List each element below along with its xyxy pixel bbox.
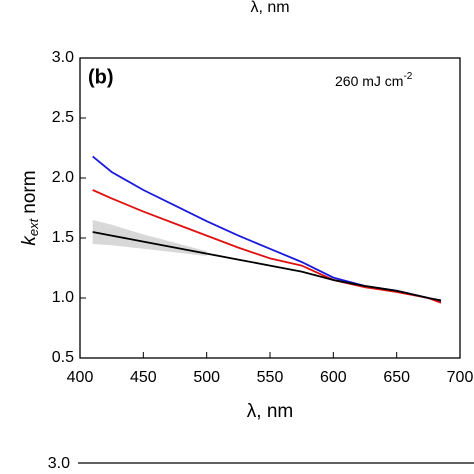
y-label-sub: ext [26,217,41,236]
x-axis-label: λ, nm [247,401,293,422]
y-tick-label: 3.0 [52,49,74,66]
annotation: 260 mJ cm-2 [335,71,413,89]
x-tick-label: 650 [383,369,410,386]
x-tick-label: 550 [257,369,284,386]
next-y-tick: 3.0 [48,455,70,472]
y-label-rest: norm [19,170,40,213]
line [92,155,442,303]
y-tick-label: 2.0 [52,169,74,186]
y-label-main: k [19,235,40,246]
annotation-text: 260 mJ cm [335,73,403,89]
band [92,220,207,256]
y-tick-label: 2.5 [52,109,74,126]
y-tick-label: 1.0 [52,289,74,306]
line [92,231,442,302]
y-tick-label: 1.5 [52,229,74,246]
annotation-sup: -2 [403,71,412,82]
x-tick-label: 450 [130,369,157,386]
x-tick-label: 600 [320,369,347,386]
line [92,189,442,304]
x-tick-label: 500 [193,369,220,386]
x-tick-label: 400 [67,369,94,386]
panel-label: (b) [88,66,114,88]
y-tick-label: 0.5 [52,349,74,366]
y-axis-label: kext norm [19,170,41,245]
x-tick-label: 700 [447,369,474,386]
prev-x-label: λ, nm [250,0,289,16]
